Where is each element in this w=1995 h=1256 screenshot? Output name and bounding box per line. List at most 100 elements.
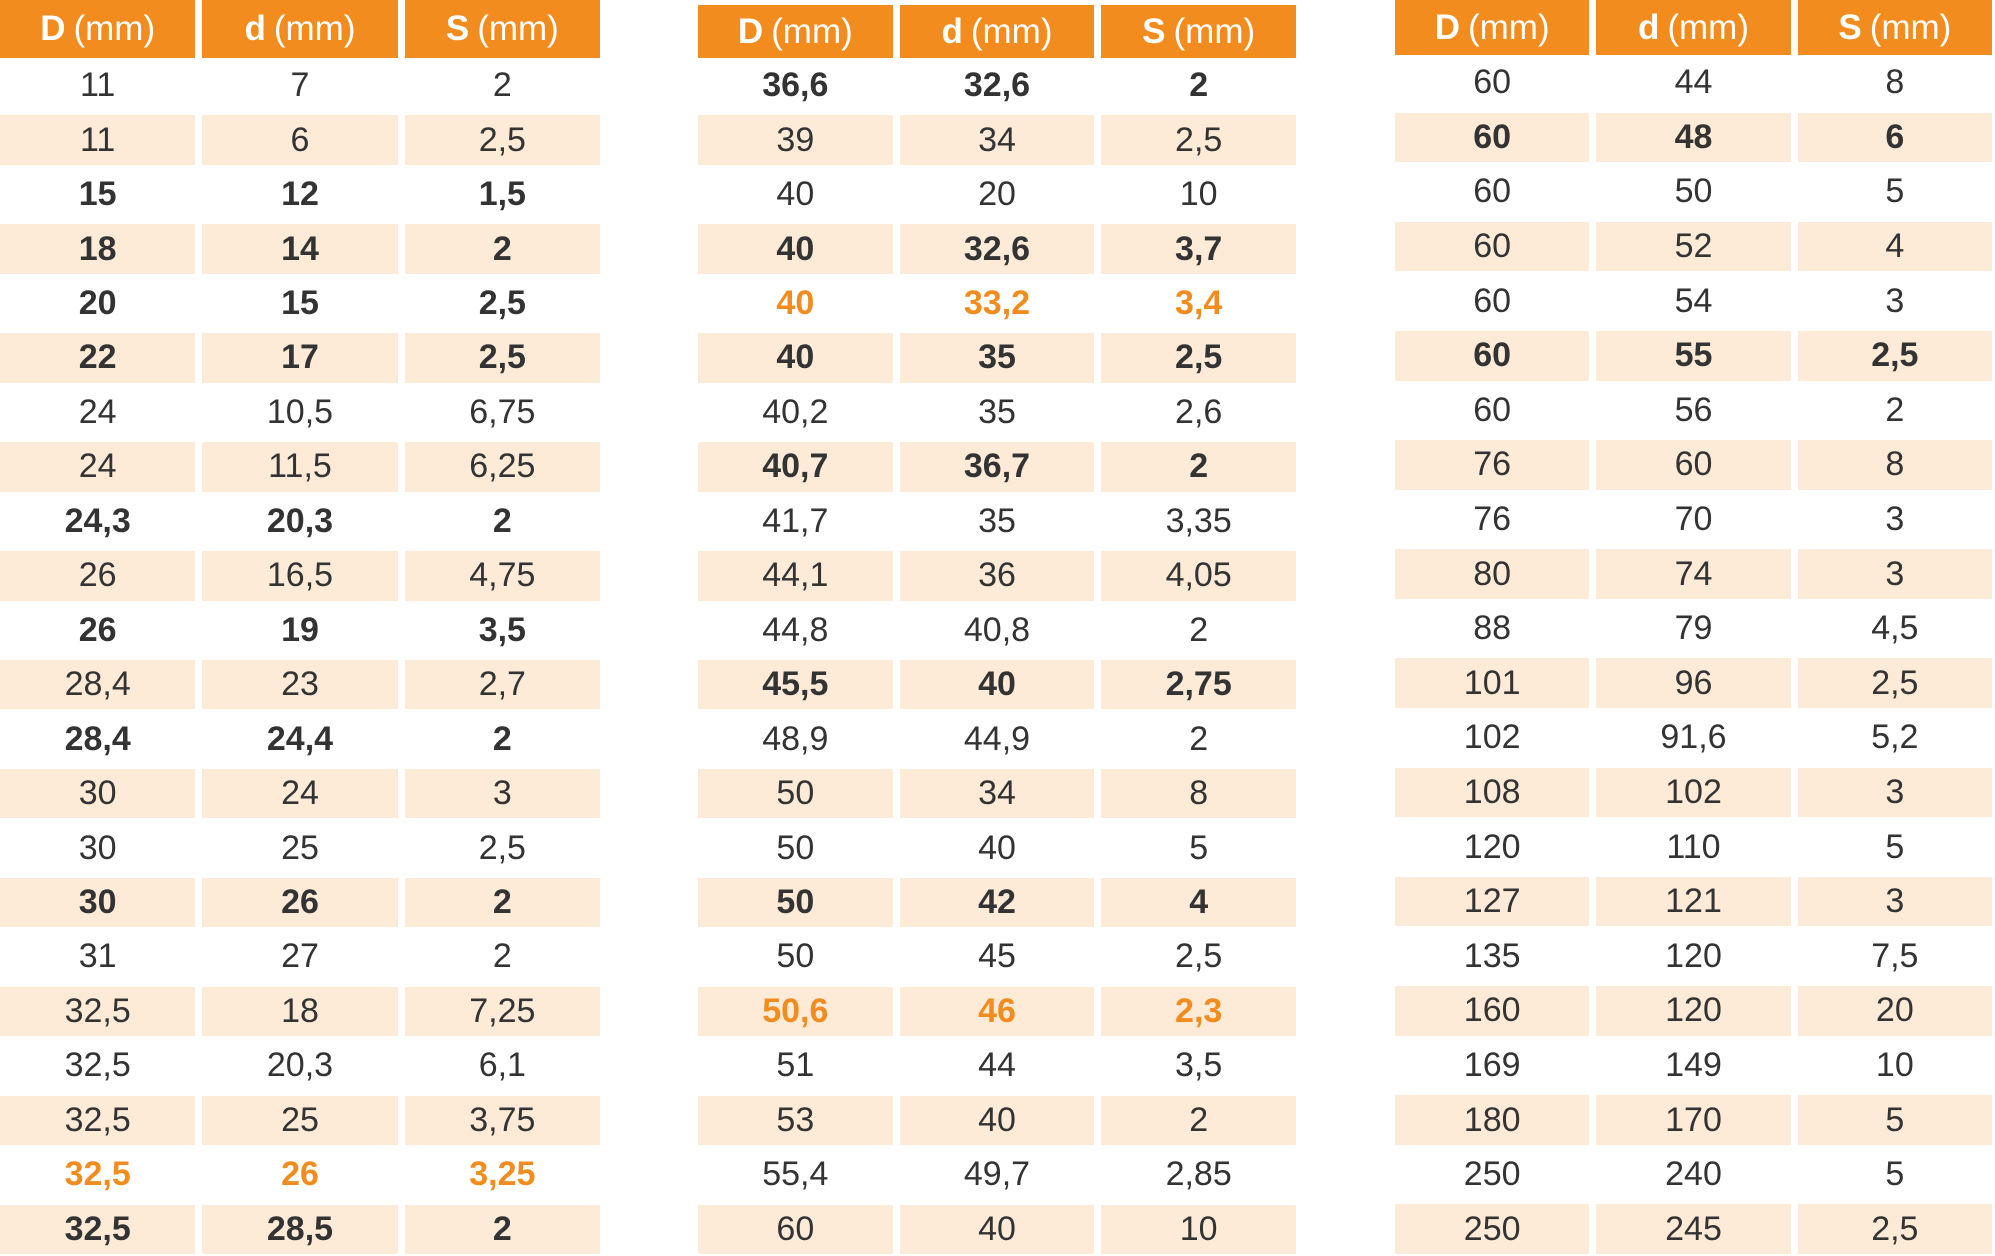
table-cell-inner-diameter: 45 [899, 929, 1095, 984]
table-cell-inner-diameter: 42 [899, 874, 1095, 930]
table-cell-outer-diameter: 60 [1395, 164, 1590, 219]
table-cell-thickness: 8 [1797, 437, 1992, 492]
header-symbol: S [1142, 11, 1166, 51]
table-cell-thickness: 5 [1797, 1092, 1992, 1147]
table-cell-outer-diameter: 80 [1395, 546, 1590, 601]
header-unit: (mm) [1869, 7, 1952, 47]
table-cell-outer-diameter: 40 [698, 330, 893, 385]
table-cell-outer-diameter: 50 [698, 765, 893, 821]
table-cell-outer-diameter: 76 [1395, 491, 1590, 547]
table-cell-thickness: 10 [1101, 1201, 1296, 1256]
table-cell-thickness: 1,5 [404, 166, 600, 222]
table-cell-thickness: 8 [1101, 765, 1296, 821]
table-cell-inner-diameter: 70 [1596, 491, 1791, 547]
table-cell-outer-diameter: 24 [0, 384, 196, 440]
table-cell-inner-diameter: 7 [202, 58, 398, 113]
table-cell-inner-diameter: 15 [202, 275, 398, 331]
table-cell-inner-diameter: 35 [899, 330, 1095, 385]
header-symbol: d [941, 11, 963, 51]
table-cell-thickness: 2,5 [1797, 327, 1992, 383]
table-cell-outer-diameter: 26 [0, 548, 196, 603]
table-cell-outer-diameter: 102 [1395, 710, 1590, 765]
table-cell-inner-diameter: 25 [202, 820, 398, 875]
header-inner-diameter: d (mm) [1596, 0, 1791, 55]
table-cell-thickness: 20 [1797, 983, 1992, 1038]
table-cell-outer-diameter: 60 [1395, 55, 1590, 110]
table-cell-outer-diameter: 15 [0, 166, 196, 222]
table-cell-inner-diameter: 149 [1596, 1037, 1791, 1093]
table-cell-inner-diameter: 56 [1596, 382, 1791, 438]
table-cell-thickness: 2,5 [1101, 112, 1296, 167]
table-cell-outer-diameter: 127 [1395, 873, 1590, 929]
table-cell-thickness: 2 [1101, 602, 1296, 657]
table-cell-thickness: 3 [1797, 546, 1992, 601]
table-cell-inner-diameter: 11,5 [202, 439, 398, 494]
table-cell-inner-diameter: 14 [202, 221, 398, 276]
table-cell-outer-diameter: 30 [0, 874, 196, 930]
table-cell-inner-diameter: 35 [899, 384, 1095, 440]
table-cell-outer-diameter: 120 [1395, 819, 1590, 874]
table-cell-inner-diameter: 240 [1596, 1146, 1791, 1202]
table-cell-inner-diameter: 40,8 [899, 602, 1095, 657]
header-inner-diameter: d (mm) [899, 5, 1095, 58]
table-cell-thickness: 2,5 [1101, 330, 1296, 385]
header-outer-diameter: D (mm) [1395, 0, 1590, 55]
table-cell-inner-diameter: 18 [202, 983, 398, 1039]
table-cell-thickness: 5 [1797, 819, 1992, 874]
table-cell-thickness: 4,75 [404, 548, 600, 603]
table-cell-thickness: 5 [1797, 164, 1992, 219]
table-cell-outer-diameter: 32,5 [0, 1038, 196, 1093]
table-cell-inner-diameter: 55 [1596, 327, 1791, 383]
table-cell-inner-diameter: 34 [899, 112, 1095, 167]
table-cell-outer-diameter: 44,1 [698, 548, 893, 603]
table-cell-inner-diameter: 24 [202, 765, 398, 821]
table-cell-thickness: 2 [404, 929, 600, 984]
table-cell-inner-diameter: 44 [1596, 55, 1791, 110]
table-cell-thickness: 2,5 [1101, 929, 1296, 984]
header-outer-diameter: D (mm) [0, 0, 196, 58]
table-cell-inner-diameter: 52 [1596, 218, 1791, 274]
table-cell-outer-diameter: 18 [0, 221, 196, 276]
table-cell-thickness: 3,7 [1101, 221, 1296, 276]
header-unit: (mm) [1467, 7, 1550, 47]
header-unit: (mm) [477, 9, 559, 48]
table-cell-thickness: 3 [1797, 873, 1992, 929]
table-cell-inner-diameter: 96 [1596, 655, 1791, 711]
table-cell-inner-diameter: 33,2 [899, 275, 1095, 331]
table-cell-thickness: 7,5 [1797, 928, 1992, 984]
header-unit: (mm) [771, 11, 853, 51]
table-cell-inner-diameter: 35 [899, 493, 1095, 549]
table-cell-inner-diameter: 40 [899, 1201, 1095, 1256]
header-outer-diameter: D (mm) [698, 5, 893, 58]
header-unit: (mm) [1667, 7, 1749, 47]
table-cell-thickness: 4 [1101, 874, 1296, 930]
table-cell-outer-diameter: 50 [698, 820, 893, 875]
table-cell-outer-diameter: 44,8 [698, 602, 893, 657]
table-cell-outer-diameter: 30 [0, 820, 196, 875]
table-cell-thickness: 6,1 [404, 1038, 600, 1093]
table-cell-outer-diameter: 60 [1395, 273, 1590, 328]
table-cell-thickness: 2 [1101, 711, 1296, 766]
table-cell-outer-diameter: 40 [698, 221, 893, 276]
table-cell-inner-diameter: 20,3 [202, 493, 398, 549]
table-cell-thickness: 2,6 [1101, 384, 1296, 440]
table-cell-thickness: 2,5 [404, 820, 600, 875]
table-cell-thickness: 6,25 [404, 439, 600, 494]
table-cell-outer-diameter: 36,6 [698, 58, 893, 113]
table-cell-thickness: 7,25 [404, 983, 600, 1039]
table-cell-outer-diameter: 31 [0, 929, 196, 984]
table-cell-thickness: 6,75 [404, 384, 600, 440]
table-cell-thickness: 3,35 [1101, 493, 1296, 549]
table-cell-thickness: 2 [404, 493, 600, 549]
table-cell-inner-diameter: 6 [202, 112, 398, 167]
table-cell-thickness: 2,5 [404, 275, 600, 331]
table-cell-outer-diameter: 160 [1395, 983, 1590, 1038]
table-cell-outer-diameter: 40,7 [698, 439, 893, 494]
table-cell-inner-diameter: 74 [1596, 546, 1791, 601]
table-cell-thickness: 2 [1101, 439, 1296, 494]
header-symbol: D [737, 11, 764, 51]
table-cell-inner-diameter: 26 [202, 1147, 398, 1202]
table-cell-inner-diameter: 36 [899, 548, 1095, 603]
table-cell-inner-diameter: 32,6 [899, 58, 1095, 113]
table-cell-inner-diameter: 24,4 [202, 711, 398, 766]
